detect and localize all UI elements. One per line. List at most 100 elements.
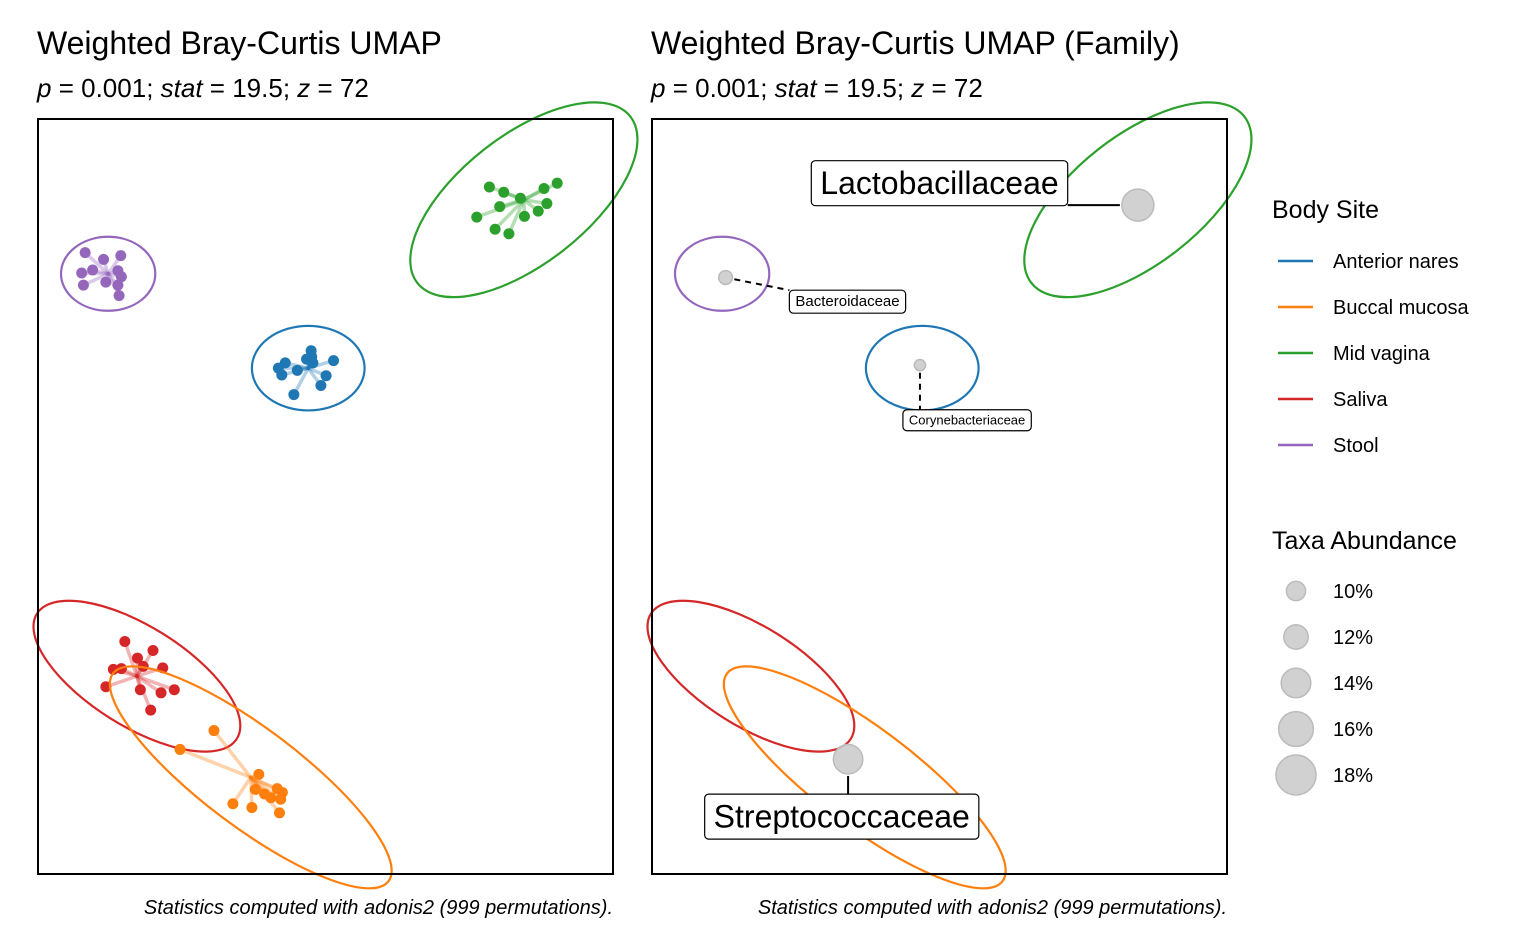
data-point	[532, 205, 544, 217]
group-buccal-mucosa	[108, 665, 393, 890]
data-point	[100, 276, 112, 288]
group-mid-vagina	[409, 101, 639, 299]
plot-border-right	[651, 118, 1228, 875]
data-point	[115, 250, 127, 262]
data-point	[168, 684, 180, 696]
taxon-label-box	[704, 793, 980, 840]
legend-abundance-item: 16%	[1277, 710, 1373, 748]
data-point	[307, 357, 319, 369]
data-point	[147, 645, 159, 657]
data-point	[518, 210, 530, 222]
data-point	[100, 681, 112, 693]
data-point	[249, 783, 261, 795]
data-point	[271, 783, 283, 795]
data-point	[288, 389, 300, 401]
data-point	[503, 228, 515, 240]
umap-panel-left: Weighted Bray-Curtis UMAP p = 0.001; sta…	[32, 25, 639, 919]
confidence-ellipse	[32, 599, 242, 753]
spider-line	[135, 674, 177, 692]
data-point	[538, 182, 550, 194]
legend-label: Anterior nares	[1333, 251, 1459, 273]
legend-size-swatch	[1283, 624, 1309, 650]
data-point	[275, 793, 287, 805]
data-point	[320, 370, 332, 382]
data-point	[494, 201, 506, 213]
data-point	[291, 364, 303, 376]
data-point	[131, 652, 143, 664]
chart-subtitle-left: p = 0.001; stat = 19.5; z = 72	[36, 73, 369, 103]
taxon-bubble	[832, 743, 864, 775]
data-point	[112, 279, 124, 291]
legend-item-buccal-mucosa: Buccal mucosa	[1278, 297, 1469, 319]
data-point	[246, 802, 258, 814]
data-point	[498, 186, 510, 198]
legend-size-label: 12%	[1333, 627, 1373, 649]
confidence-ellipse-buccal-mucosa	[722, 665, 1007, 890]
taxon-corynebacteriaceae: Corynebacteriaceae	[902, 358, 1032, 432]
taxon-label: Lactobacillaceae	[820, 165, 1058, 201]
chart-subtitle-right: p = 0.001; stat = 19.5; z = 72	[650, 73, 983, 103]
taxon-streptococcaceae: Streptococcaceae	[704, 743, 980, 840]
data-point	[115, 271, 127, 283]
umap-panel-right: Weighted Bray-Curtis UMAP (Family) p = 0…	[646, 25, 1253, 919]
data-point	[87, 264, 99, 276]
data-point	[227, 798, 239, 810]
data-point	[265, 792, 277, 804]
data-point	[107, 663, 119, 675]
legend-abundance-item: 18%	[1275, 754, 1373, 796]
plot-area-right: Lactobacillaceae Bacteroidaceae Corynebact…	[646, 101, 1253, 890]
data-point	[155, 687, 167, 699]
legend-label: Stool	[1333, 435, 1379, 457]
data-point	[514, 192, 526, 204]
data-point	[79, 247, 91, 259]
legend-size-swatch	[1285, 580, 1307, 602]
legend-item-saliva: Saliva	[1278, 389, 1388, 411]
data-point	[113, 290, 125, 302]
data-point	[119, 635, 131, 647]
legend-item-stool: Stool	[1278, 435, 1379, 457]
spider-line	[123, 639, 139, 678]
legend-item-mid-vagina: Mid vagina	[1278, 343, 1431, 365]
legend-label: Mid vagina	[1333, 343, 1431, 365]
legend-size-label: 18%	[1333, 765, 1373, 787]
data-point	[471, 211, 483, 223]
confidence-ellipse	[59, 235, 157, 312]
legend-size-label: 16%	[1333, 719, 1373, 741]
group-anterior-nares	[250, 324, 366, 412]
data-point	[134, 684, 146, 696]
taxon-label-box	[902, 409, 1032, 432]
taxon-bubble	[717, 269, 734, 286]
chart-title-left: Weighted Bray-Curtis UMAP	[37, 25, 442, 61]
taxon-bubble	[1121, 188, 1155, 222]
plot-area-left	[32, 101, 639, 890]
label-connector	[734, 278, 790, 292]
data-point	[145, 704, 157, 716]
legend-size-label: 10%	[1333, 581, 1373, 603]
legend-abundance-item: 12%	[1283, 624, 1373, 650]
data-point	[483, 181, 495, 193]
legend-size-swatch	[1275, 754, 1317, 796]
confidence-ellipse-stool	[673, 235, 771, 312]
legend-size-swatch	[1280, 667, 1312, 699]
taxon-label: Corynebacteriaceae	[909, 413, 1025, 428]
data-point	[253, 768, 265, 780]
legend-abundance-item: 14%	[1280, 667, 1373, 699]
legend-size-label: 14%	[1333, 673, 1373, 695]
spider-line	[212, 728, 253, 780]
taxon-label: Bacteroidaceae	[795, 293, 899, 310]
spider-line	[493, 198, 526, 231]
data-point	[315, 380, 327, 392]
taxon-bacteroidaceae: Bacteroidaceae	[717, 269, 907, 314]
data-point	[208, 725, 220, 737]
group-stool	[59, 235, 157, 312]
confidence-ellipse	[108, 665, 393, 890]
legend-label: Buccal mucosa	[1333, 297, 1469, 319]
taxon-bubble	[913, 358, 927, 372]
legend-title-body-site: Body Site	[1272, 196, 1379, 224]
legend: Body Site Anterior nares Buccal mucosa Mid…	[1272, 196, 1469, 796]
chart-caption-left: Statistics computed with adonis2 (999 pe…	[144, 897, 613, 919]
spider-line	[507, 198, 526, 236]
legend-size-swatch	[1277, 710, 1315, 748]
legend-abundance: 10% 12% 14% 16% 18%	[1275, 580, 1373, 796]
